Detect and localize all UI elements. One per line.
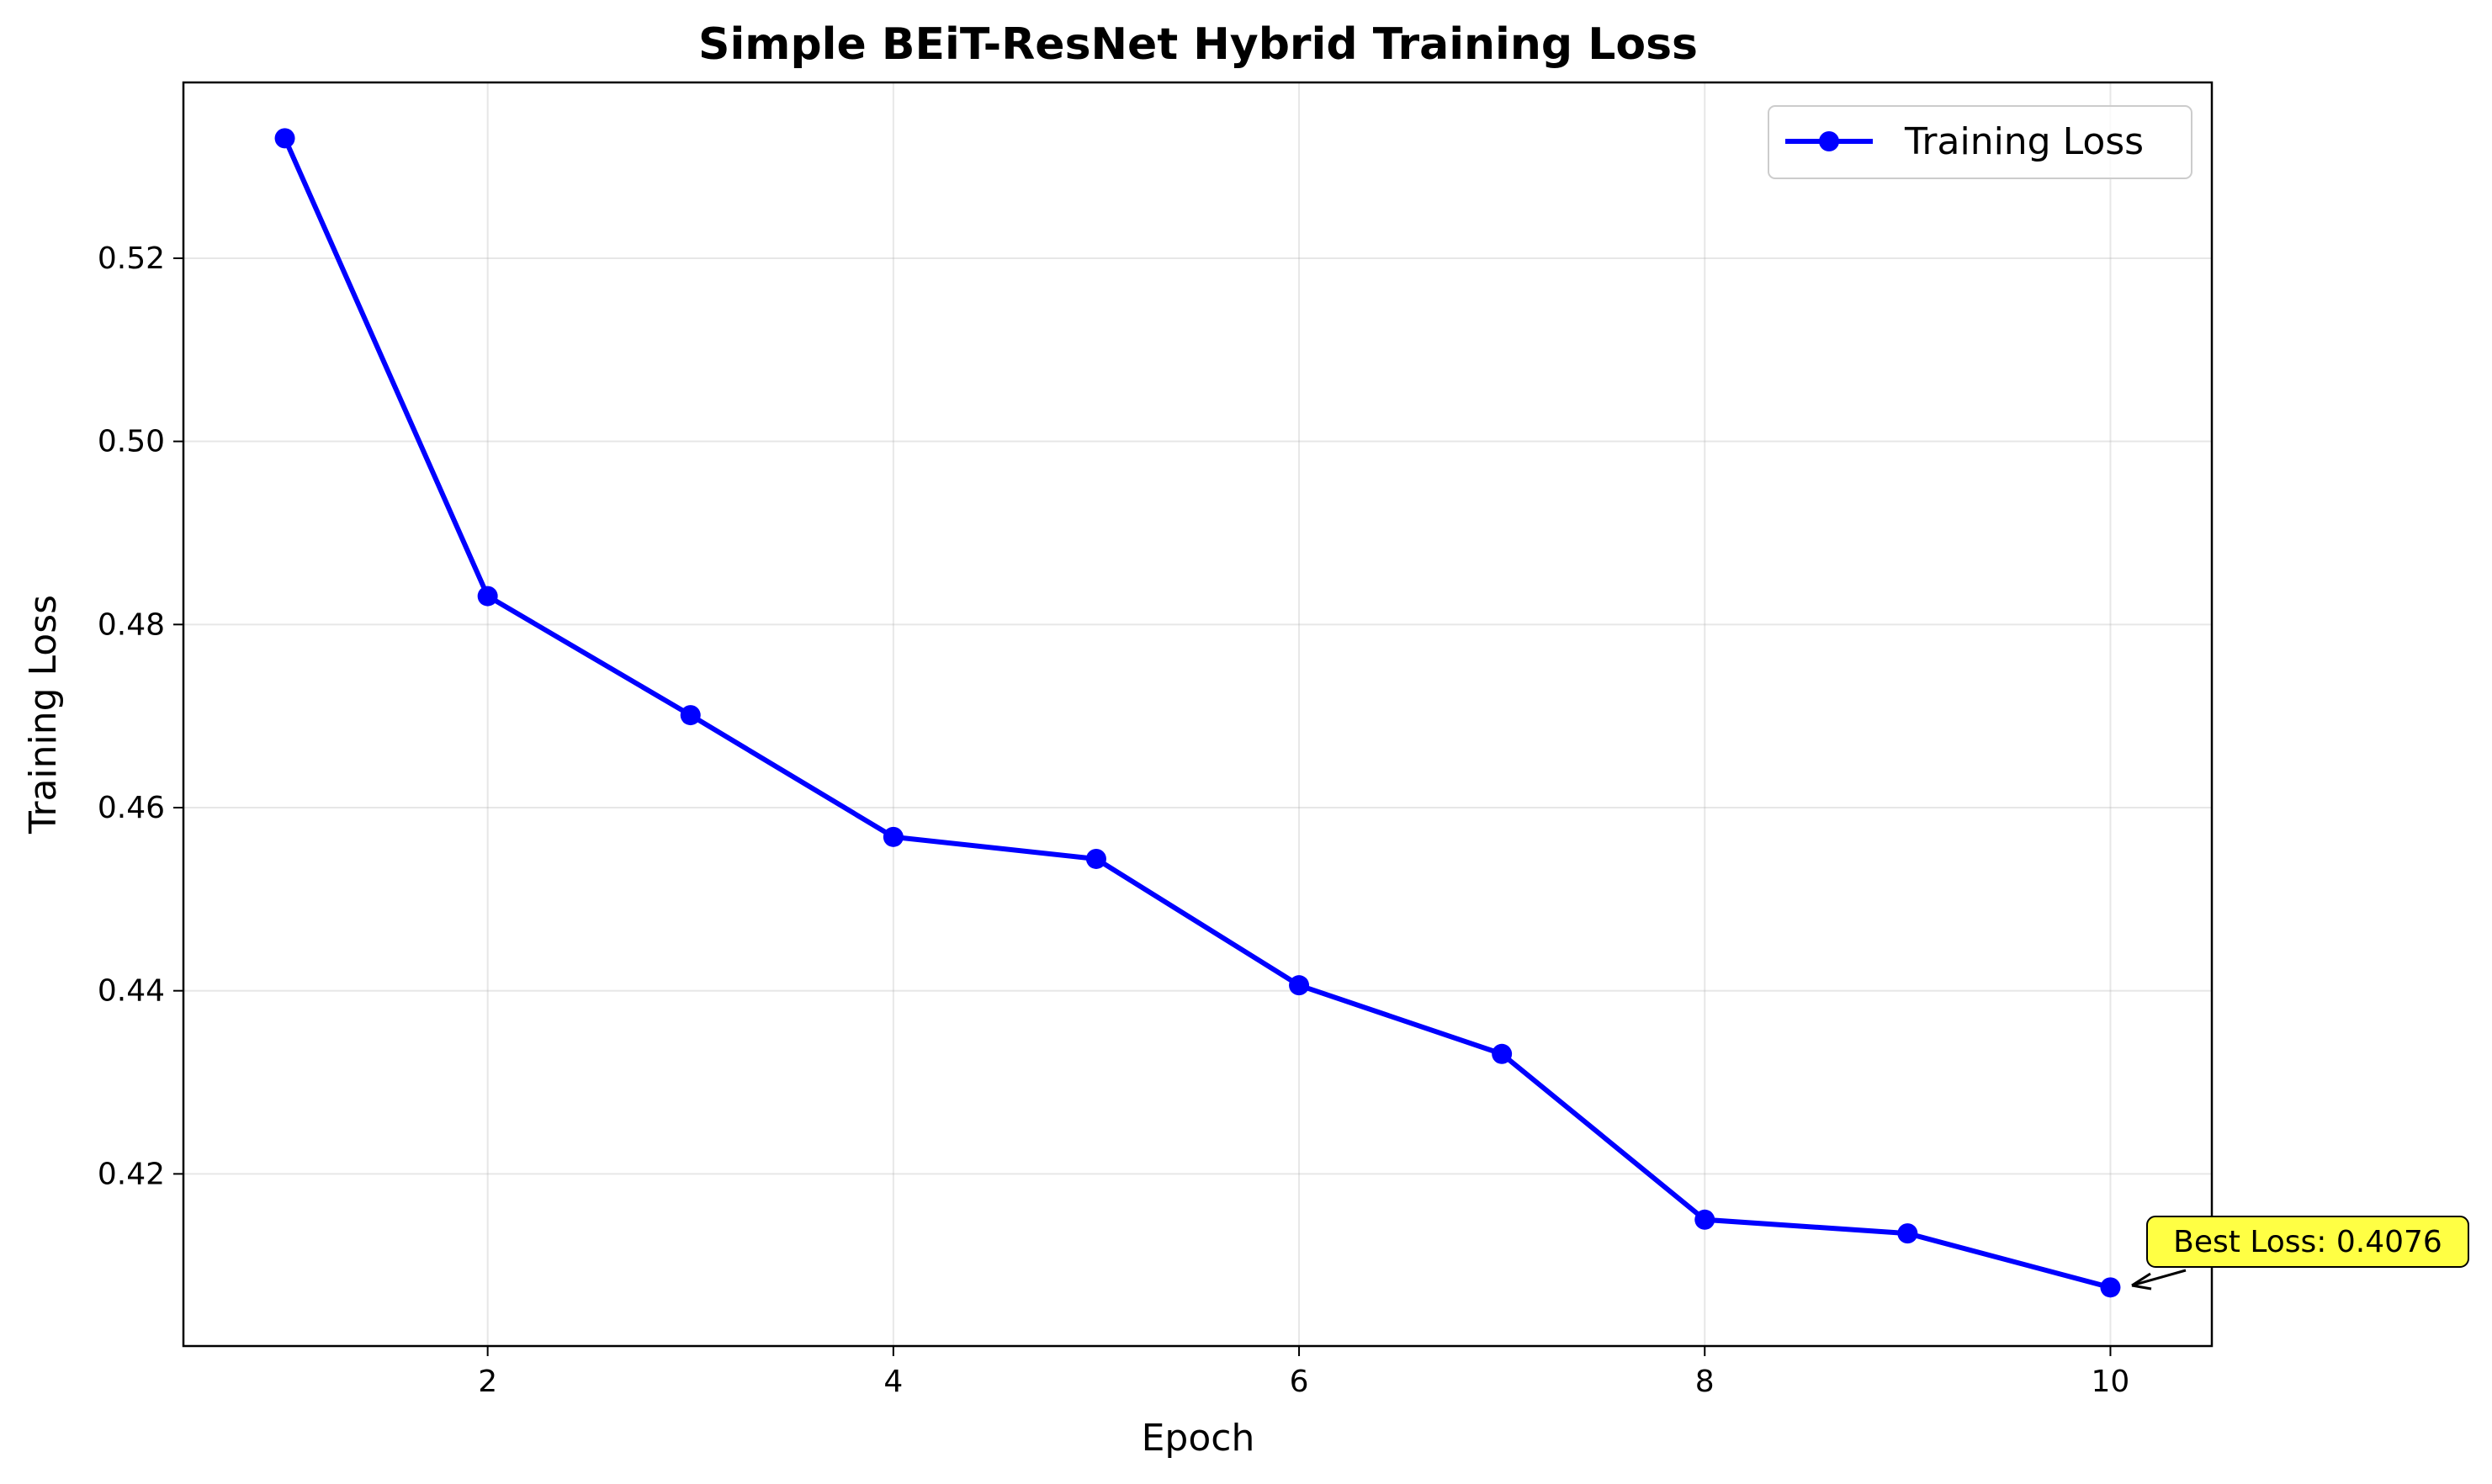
data-point bbox=[1694, 1209, 1715, 1230]
y-tick-label: 0.52 bbox=[98, 241, 165, 276]
data-point bbox=[477, 586, 498, 607]
x-tick-label: 6 bbox=[1290, 1365, 1309, 1399]
annotation-arrow bbox=[2131, 1269, 2187, 1287]
y-tick-label: 0.50 bbox=[98, 425, 165, 459]
annotation-box bbox=[2146, 1216, 2469, 1268]
y-axis-label: Training Loss bbox=[22, 595, 65, 835]
data-point bbox=[1085, 848, 1106, 869]
legend-label: Training Loss bbox=[1904, 120, 2144, 163]
annotation-label: Best Loss: 0.4076 bbox=[2173, 1225, 2442, 1259]
y-tick-label: 0.48 bbox=[98, 607, 165, 642]
legend-box bbox=[1768, 105, 2192, 179]
x-tick-label: 4 bbox=[883, 1365, 903, 1399]
data-point bbox=[1897, 1223, 1918, 1244]
x-axis-ticks: 2 4 6 8 10 bbox=[478, 1346, 2129, 1399]
x-tick-label: 8 bbox=[1695, 1365, 1715, 1399]
y-axis-ticks: 0.42 0.44 0.46 0.48 0.50 0.52 bbox=[98, 241, 183, 1191]
grid-lines bbox=[183, 82, 2212, 1346]
x-tick-label: 2 bbox=[478, 1365, 497, 1399]
best-loss-annotation: Best Loss: 0.4076 bbox=[2131, 1216, 2469, 1291]
series-layer bbox=[274, 128, 2121, 1298]
y-tick-label: 0.44 bbox=[98, 974, 165, 1009]
annotation-arrowhead bbox=[2131, 1272, 2152, 1291]
plot-frame bbox=[182, 81, 2214, 1348]
legend: Training Loss bbox=[1768, 105, 2192, 179]
x-axis-label: Epoch bbox=[1142, 1417, 1255, 1460]
data-point bbox=[274, 128, 295, 149]
chart-title: Simple BEiT-ResNet Hybrid Training Loss bbox=[698, 19, 1698, 70]
data-point bbox=[883, 826, 904, 847]
x-tick-label: 10 bbox=[2092, 1365, 2130, 1399]
legend-marker bbox=[1819, 131, 1839, 151]
data-point bbox=[1492, 1043, 1513, 1064]
y-tick-label: 0.42 bbox=[98, 1157, 165, 1191]
data-point bbox=[1289, 975, 1310, 996]
y-tick-label: 0.46 bbox=[98, 791, 165, 825]
series-line bbox=[282, 137, 2112, 1291]
data-point bbox=[680, 705, 701, 726]
data-point bbox=[2100, 1277, 2121, 1298]
